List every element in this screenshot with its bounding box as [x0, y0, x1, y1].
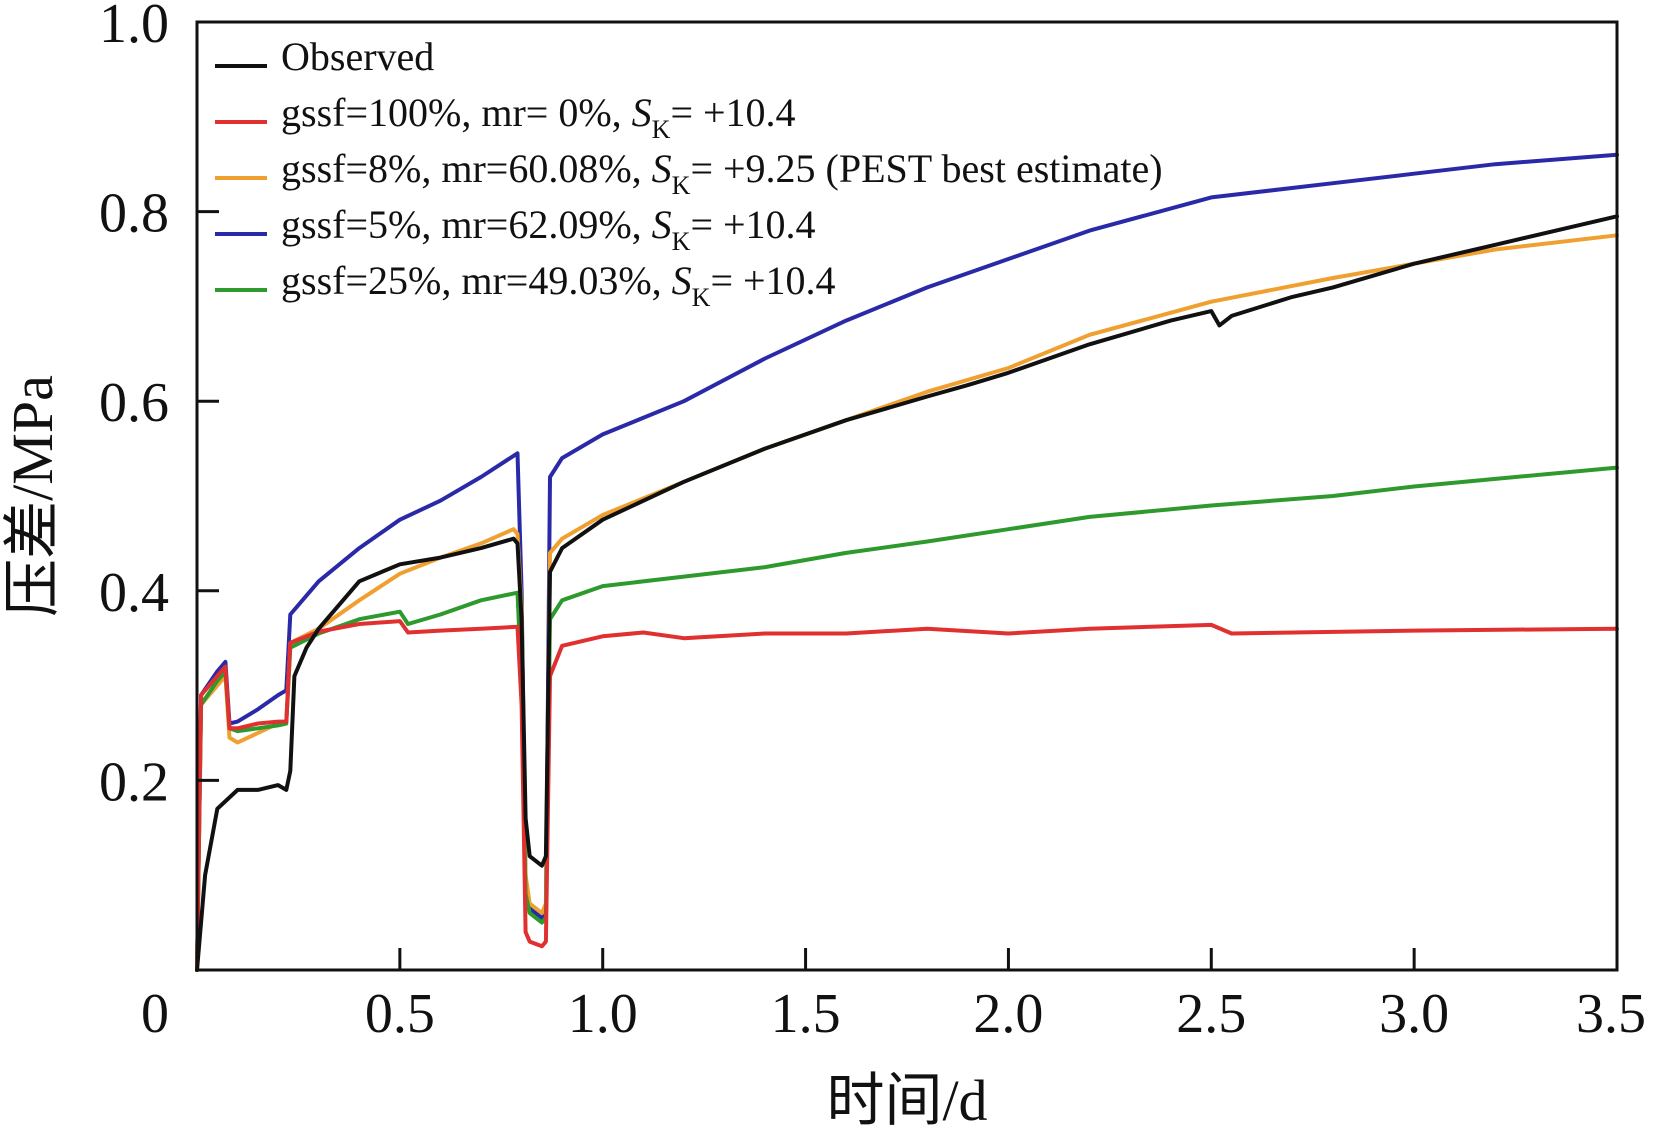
y-tick-label: 0.4 — [99, 562, 169, 624]
series-layer — [195, 152, 1619, 972]
y-tick-label: 1.0 — [99, 0, 169, 55]
legend-label-0: Observed — [281, 34, 434, 79]
legend-label-3: gssf=5%, mr=62.09%, SK= +10.4 — [281, 202, 816, 256]
plot-frame — [195, 20, 1619, 972]
series-line-0 — [195, 214, 1619, 972]
y-axis-title: 压差/MPa — [0, 375, 65, 617]
y-tick-label: 0.8 — [99, 183, 169, 245]
y-tick-label: 0.2 — [99, 751, 169, 813]
x-tick-label: 1.5 — [771, 983, 841, 1045]
x-tick-label: 0.5 — [365, 983, 435, 1045]
x-tick-label: 3.0 — [1379, 983, 1449, 1045]
series-line-1 — [195, 619, 1619, 972]
x-tick-label: 2.0 — [973, 983, 1043, 1045]
legend-label-2: gssf=8%, mr=60.08%, SK= +9.25 (PEST best… — [281, 146, 1163, 200]
x-axis-title: 时间/d — [826, 1068, 987, 1133]
series-line-4 — [195, 465, 1619, 972]
x-tick-label: 2.5 — [1176, 983, 1246, 1045]
x-tick-label: 1.0 — [568, 983, 638, 1045]
y-tick-label: 0.6 — [99, 372, 169, 434]
legend-label-4: gssf=25%, mr=49.03%, SK= +10.4 — [281, 258, 836, 312]
legend-label-1: gssf=100%, mr= 0%, SK= +10.4 — [281, 90, 796, 144]
x-tick-label: 3.5 — [1576, 983, 1646, 1045]
axes-layer: 0 0.5 1.0 1.5 2.0 2.5 3.0 3.5 0.2 0.4 0.6 0.8 1.0 — [99, 0, 1646, 1045]
x-tick-label: 0 — [141, 983, 169, 1045]
series-line-2 — [195, 233, 1619, 972]
